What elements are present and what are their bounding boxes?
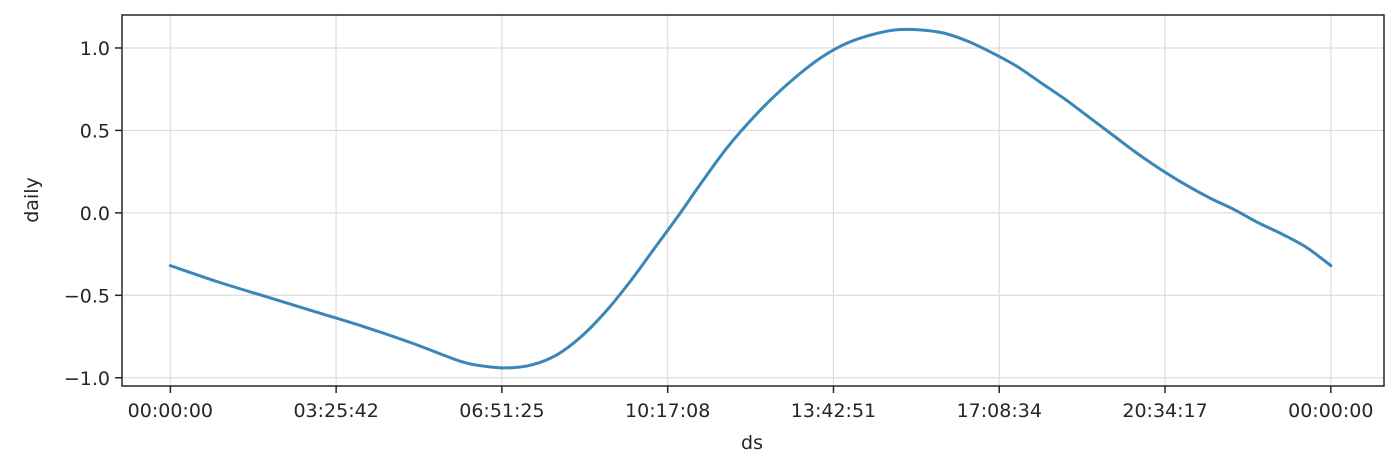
x-tick-label: 20:34:17 [1122,400,1207,422]
y-axis: −1.0 −0.5 0.0 0.5 1.0 [64,38,122,390]
y-tick-label: −1.0 [64,368,110,390]
x-tick-label: 06:51:25 [459,400,544,422]
y-tick-label: 1.0 [80,38,110,60]
x-tick-label: 10:17:08 [625,400,710,422]
x-axis-label: ds [741,432,763,454]
y-tick-label: 0.0 [80,203,110,225]
grid [122,15,1384,386]
y-tick-label: 0.5 [80,120,110,142]
x-tick-label: 13:42:51 [791,400,876,422]
y-axis-label: daily [21,177,43,223]
y-tick-label: −0.5 [64,285,110,307]
series-group [168,27,1333,370]
x-tick-label: 00:00:00 [1288,400,1373,422]
x-tick-label: 17:08:34 [957,400,1042,422]
x-tick-label: 00:00:00 [128,400,213,422]
x-axis: 00:00:00 03:25:42 06:51:25 10:17:08 13:42:51… [128,386,1373,422]
daily-series-line [168,27,1333,370]
plot-frame [121,14,1385,387]
x-tick-label: 03:25:42 [293,400,378,422]
